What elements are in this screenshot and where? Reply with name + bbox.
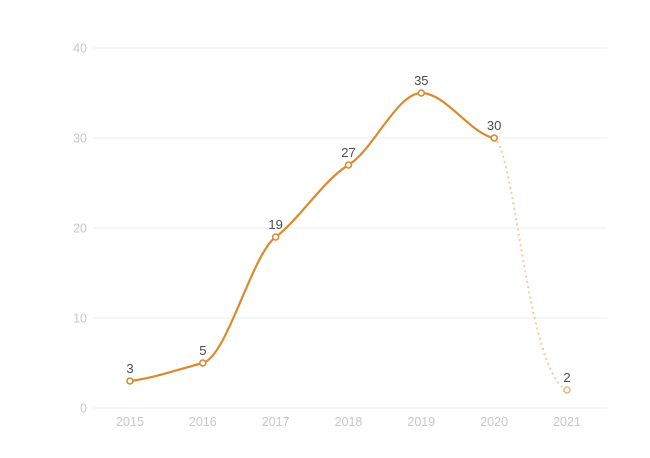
data-point-value-label: 5	[199, 343, 206, 358]
x-axis-tick-label: 2017	[262, 415, 290, 429]
x-axis-tick-label: 2021	[553, 415, 581, 429]
y-axis-tick-label: 0	[80, 402, 87, 416]
data-point-value-label: 35	[414, 73, 428, 88]
data-point-marker	[344, 161, 353, 169]
projected-line-path	[493, 136, 569, 392]
y-axis-tick-label: 30	[73, 132, 87, 146]
y-axis-tick-label: 10	[73, 312, 87, 326]
y-axis-tick-label: 40	[73, 42, 87, 56]
x-axis-tick-label: 2016	[189, 415, 217, 429]
x-axis-tick-label: 2015	[116, 415, 144, 429]
data-point-value-label: 3	[126, 361, 133, 376]
data-point-marker	[199, 359, 207, 367]
y-axis-tick-label: 20	[73, 222, 87, 236]
data-point-value-label: 19	[268, 217, 282, 232]
data-point-marker	[563, 386, 571, 394]
x-axis-tick-label: 2018	[335, 415, 363, 429]
x-axis-tick-label: 2019	[407, 415, 435, 429]
data-point-value-label: 30	[487, 118, 501, 133]
data-point-marker	[126, 377, 134, 385]
data-point-marker	[271, 233, 280, 241]
x-axis-tick-label: 2020	[480, 415, 508, 429]
data-point-marker	[417, 89, 426, 97]
data-point-marker	[490, 134, 498, 142]
data-point-value-label: 27	[341, 145, 355, 160]
trend-line-path	[128, 91, 496, 383]
data-point-value-label: 2	[563, 370, 570, 385]
